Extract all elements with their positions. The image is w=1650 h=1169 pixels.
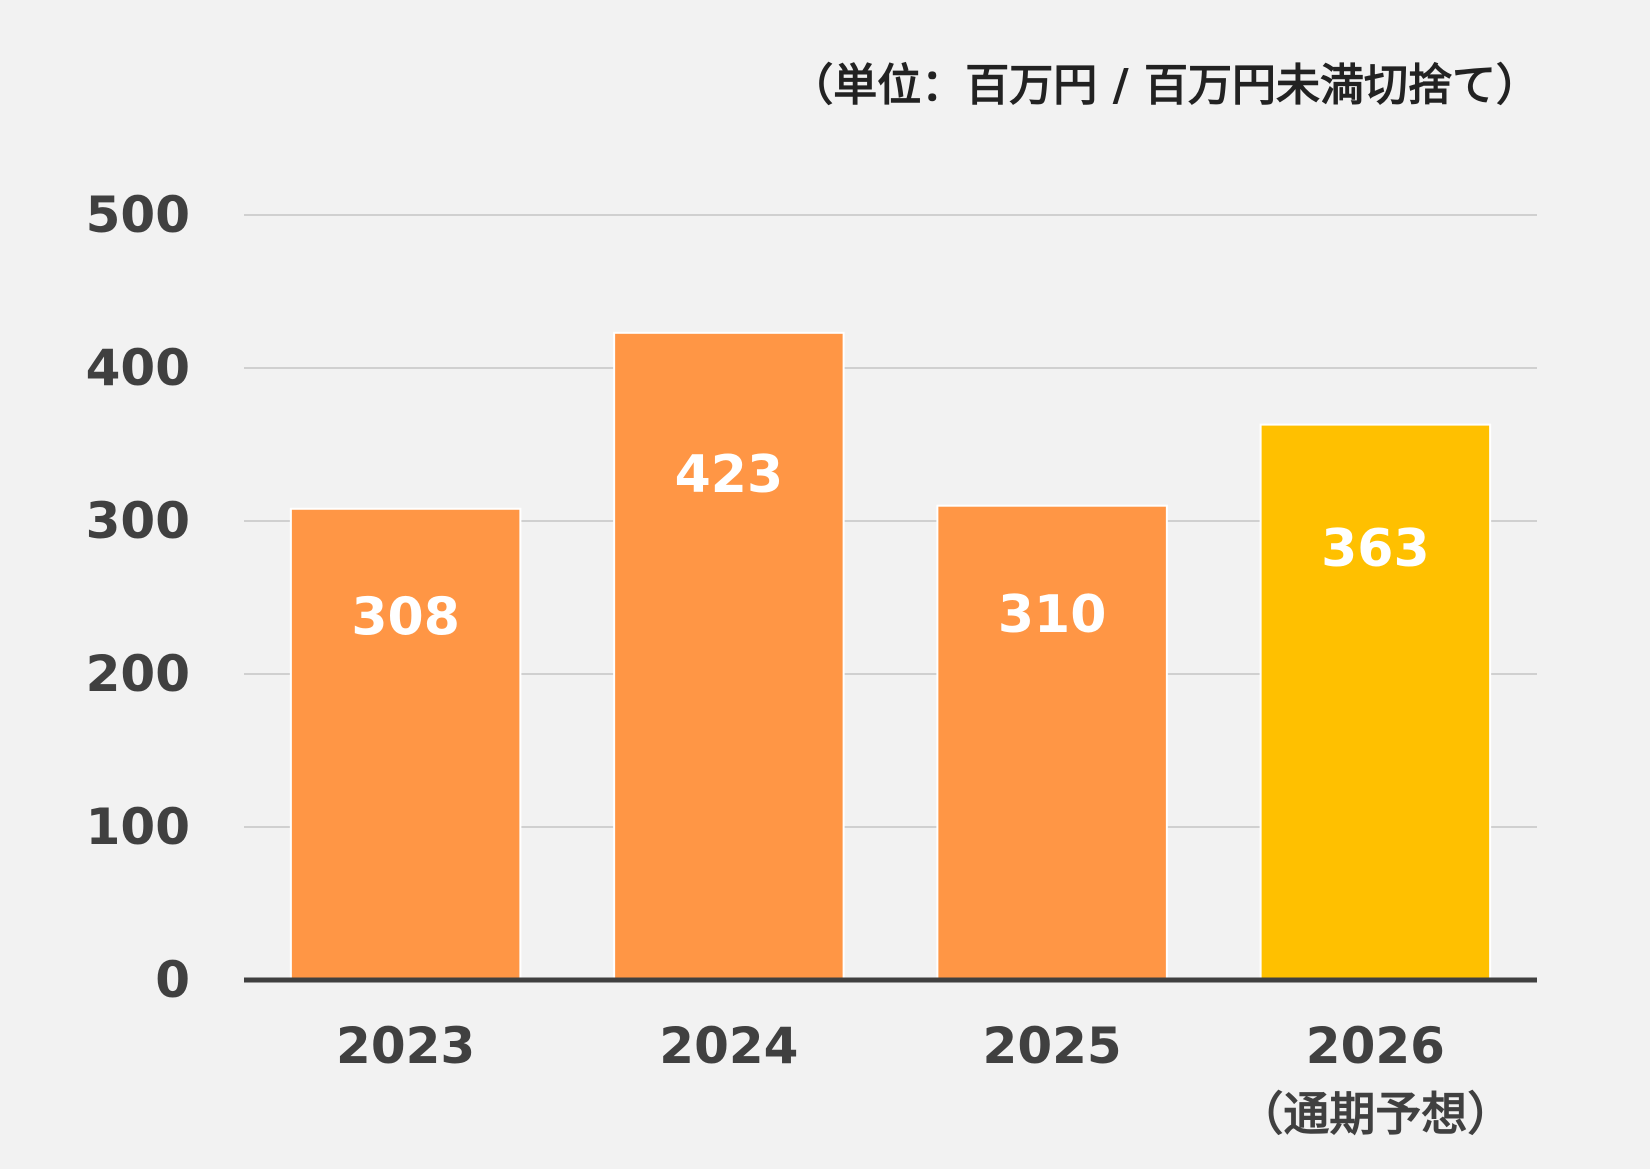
data-label-2024: 423 [675,445,784,505]
bars [289,331,1492,981]
bar-2024 [613,331,845,981]
y-axis-tick-labels: 0 100 200 300 400 500 [86,186,190,1009]
unit-note: （単位：百万円 / 百万円未満切捨て） [789,60,1540,111]
x-tick-label-2025: 2025 [983,1017,1122,1075]
data-labels: 308 423 310 363 [351,445,1429,648]
bar-2025 [936,504,1168,981]
y-tick-label-500: 500 [86,186,190,244]
data-label-2025: 310 [998,585,1107,645]
y-tick-label-400: 400 [86,339,190,397]
bar-2023 [289,507,522,981]
x-tick-sublabel-2026: （通期予想） [1237,1087,1513,1141]
y-tick-label-300: 300 [86,492,190,550]
data-label-2026: 363 [1321,519,1430,579]
bar-2026 [1259,423,1492,981]
x-tick-label-2024: 2024 [659,1017,798,1075]
y-tick-label-100: 100 [86,798,190,856]
y-tick-label-0: 0 [155,951,190,1009]
x-axis-tick-labels: 2023 2024 2025 2026 （通期予想） [336,1017,1513,1141]
x-tick-label-2026: 2026 [1306,1017,1445,1075]
data-label-2023: 308 [351,587,460,647]
y-tick-label-200: 200 [86,645,190,703]
x-tick-label-2023: 2023 [336,1017,475,1075]
